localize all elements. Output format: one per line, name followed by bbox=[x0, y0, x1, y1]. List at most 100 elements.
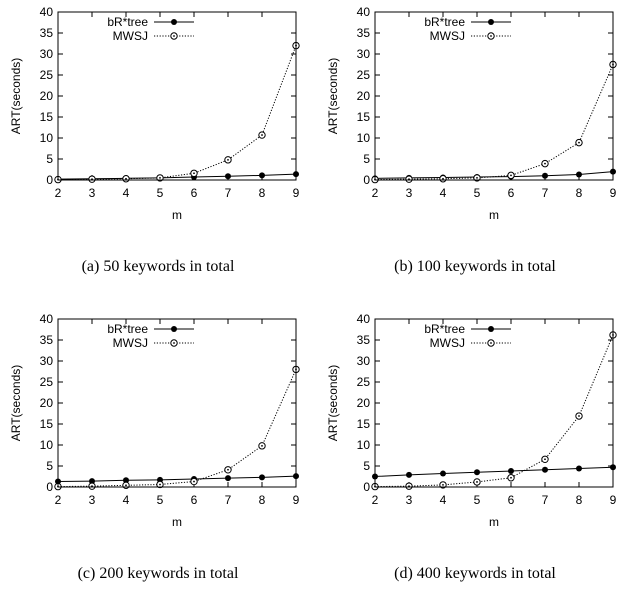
y-tick-label: 35 bbox=[357, 26, 371, 40]
x-tick-label: 9 bbox=[610, 493, 617, 507]
x-tick-label: 8 bbox=[576, 186, 583, 200]
x-tick-label: 3 bbox=[89, 186, 96, 200]
series-line-MWSJ bbox=[374, 64, 614, 181]
legend-label: MWSJ bbox=[113, 336, 148, 350]
data-point-center bbox=[476, 481, 478, 483]
x-tick-label: 9 bbox=[293, 186, 300, 200]
data-point-center bbox=[442, 177, 444, 180]
legend-label: MWSJ bbox=[430, 336, 465, 350]
data-point bbox=[89, 478, 95, 485]
data-point bbox=[542, 466, 548, 473]
x-tick-label: 6 bbox=[508, 186, 515, 200]
series-line-MWSJ bbox=[57, 369, 297, 488]
data-point-center bbox=[261, 134, 263, 136]
legend-marker bbox=[171, 19, 177, 25]
data-point bbox=[576, 465, 582, 472]
x-tick-label: 5 bbox=[474, 186, 481, 200]
y-tick-label: 30 bbox=[40, 47, 54, 61]
legend-marker-center bbox=[490, 35, 492, 37]
data-point-center bbox=[544, 162, 546, 165]
y-tick-label: 40 bbox=[357, 312, 371, 326]
y-tick-label: 5 bbox=[363, 459, 370, 473]
data-point bbox=[406, 471, 412, 478]
chart-d: 0 5 10 15 20 25 30 35 40 2 3 4 5 6 7 8 9 m ART(seconds) bR*… bbox=[326, 312, 617, 529]
x-tick-label: 7 bbox=[225, 493, 232, 507]
data-point-center bbox=[442, 484, 444, 486]
y-axis-label: ART(seconds) bbox=[326, 365, 340, 441]
y-tick-label: 10 bbox=[40, 438, 54, 452]
y-tick-label: 15 bbox=[40, 417, 54, 431]
data-point bbox=[508, 468, 514, 475]
x-tick-label: 2 bbox=[372, 186, 379, 200]
data-point-center bbox=[193, 172, 195, 175]
x-tick-label: 2 bbox=[55, 186, 62, 200]
y-tick-label: 0 bbox=[363, 480, 370, 494]
data-point bbox=[225, 475, 231, 482]
x-axis-label: m bbox=[489, 208, 499, 222]
x-tick-label: 2 bbox=[55, 493, 62, 507]
data-point-center bbox=[510, 476, 512, 479]
caption-text: 400 keywords in total bbox=[416, 565, 556, 582]
x-tick-label: 9 bbox=[293, 493, 300, 507]
y-axis-label: ART(seconds) bbox=[9, 365, 23, 441]
caption-id: (a) bbox=[81, 258, 100, 275]
y-tick-label: 40 bbox=[357, 5, 371, 19]
chart-panel-b: 0 5 10 15 20 25 30 35 40 2 3 4 5 6 7 8 9 m ART(seconds) bR*… bbox=[317, 0, 633, 296]
data-point-center bbox=[261, 444, 263, 447]
y-tick-label: 25 bbox=[40, 375, 54, 389]
data-point-center bbox=[159, 483, 161, 486]
plot-frame bbox=[57, 11, 297, 181]
y-tick-label: 15 bbox=[40, 110, 54, 124]
chart-b: 0 5 10 15 20 25 30 35 40 2 3 4 5 6 7 8 9 m ART(seconds) bR*… bbox=[326, 5, 617, 222]
legend-marker-center bbox=[173, 35, 175, 37]
data-point bbox=[123, 477, 129, 484]
caption-id: (d) bbox=[394, 565, 413, 582]
plot-frame bbox=[374, 11, 614, 181]
legend-label: bR*tree bbox=[107, 15, 148, 29]
caption-c: (c) 200 keywords in total bbox=[0, 565, 316, 583]
legend-marker-center bbox=[173, 342, 175, 344]
y-axis-label: ART(seconds) bbox=[9, 58, 23, 134]
x-tick-label: 4 bbox=[123, 493, 130, 507]
data-point bbox=[440, 470, 446, 477]
data-point-center bbox=[193, 480, 195, 483]
caption-a: (a) 50 keywords in total bbox=[0, 258, 316, 276]
data-point-center bbox=[125, 177, 127, 180]
x-tick-label: 8 bbox=[576, 493, 583, 507]
y-tick-label: 10 bbox=[40, 131, 54, 145]
y-tick-label: 35 bbox=[357, 333, 371, 347]
data-point-center bbox=[159, 177, 161, 179]
plot-frame bbox=[57, 318, 297, 488]
legend-label: bR*tree bbox=[424, 322, 465, 336]
legend-label: bR*tree bbox=[107, 322, 148, 336]
caption-d: (d) 400 keywords in total bbox=[317, 565, 633, 583]
caption-id: (c) bbox=[77, 565, 96, 582]
data-point-center bbox=[227, 468, 229, 471]
y-tick-label: 15 bbox=[357, 417, 371, 431]
caption-id: (b) bbox=[394, 258, 413, 275]
x-tick-label: 6 bbox=[508, 493, 515, 507]
x-tick-label: 4 bbox=[440, 493, 447, 507]
chart-a: 0 5 10 15 20 25 30 35 40 2 3 4 5 6 7 8 9 m ART(seconds) bR*… bbox=[9, 5, 300, 222]
series-line-MWSJ bbox=[57, 45, 297, 181]
y-tick-label: 40 bbox=[40, 312, 54, 326]
y-tick-label: 25 bbox=[40, 68, 54, 82]
data-point-center bbox=[544, 458, 546, 461]
x-tick-label: 3 bbox=[89, 493, 96, 507]
legend-label: MWSJ bbox=[430, 29, 465, 43]
x-tick-label: 7 bbox=[542, 493, 549, 507]
series-line-bR*tree bbox=[374, 171, 614, 179]
y-tick-label: 10 bbox=[357, 131, 371, 145]
y-tick-label: 0 bbox=[46, 480, 53, 494]
y-tick-label: 30 bbox=[40, 354, 54, 368]
legend-marker-center bbox=[490, 342, 492, 344]
x-tick-label: 5 bbox=[474, 493, 481, 507]
x-tick-label: 7 bbox=[225, 186, 232, 200]
chart-panel-a: 0 5 10 15 20 25 30 35 40 2 3 4 5 6 7 8 9 m ART(seconds) bR*… bbox=[0, 0, 316, 296]
data-point bbox=[474, 469, 480, 476]
x-tick-label: 2 bbox=[372, 493, 379, 507]
y-axis-label: ART(seconds) bbox=[326, 58, 340, 134]
y-tick-label: 20 bbox=[40, 396, 54, 410]
y-tick-label: 35 bbox=[40, 333, 54, 347]
chart-panel-d: 0 5 10 15 20 25 30 35 40 2 3 4 5 6 7 8 9 m ART(seconds) bR*… bbox=[317, 307, 633, 603]
